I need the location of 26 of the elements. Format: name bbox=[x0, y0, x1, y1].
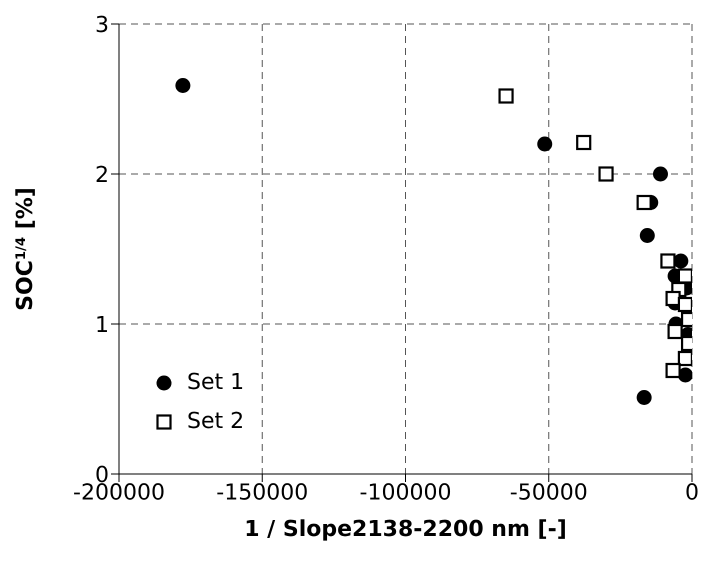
point bbox=[678, 368, 692, 382]
y-tick-label: 2 bbox=[95, 162, 109, 188]
y-tick-label: 1 bbox=[95, 312, 109, 338]
point bbox=[598, 166, 614, 182]
point bbox=[636, 194, 652, 210]
y-tick-label: 3 bbox=[95, 12, 109, 38]
point bbox=[652, 166, 668, 182]
point bbox=[175, 78, 190, 93]
x-tick-label: -100000 bbox=[360, 480, 452, 506]
x-tick-label: -50000 bbox=[510, 480, 588, 506]
point bbox=[678, 296, 692, 312]
point bbox=[660, 253, 676, 269]
point bbox=[636, 390, 652, 405]
point bbox=[576, 134, 592, 150]
x-tick-label: -150000 bbox=[216, 480, 308, 506]
point bbox=[665, 290, 681, 306]
point bbox=[678, 350, 692, 366]
x-axis-title: 1 / Slope2138-2200 nm [-] bbox=[244, 517, 567, 542]
point bbox=[667, 324, 683, 340]
x-tick-label: 0 bbox=[685, 480, 699, 506]
point bbox=[498, 88, 514, 104]
point bbox=[665, 362, 681, 378]
legend-label: Set 2 bbox=[187, 409, 244, 434]
point bbox=[537, 136, 552, 152]
point bbox=[640, 228, 655, 243]
legend-label: Set 1 bbox=[187, 370, 244, 395]
